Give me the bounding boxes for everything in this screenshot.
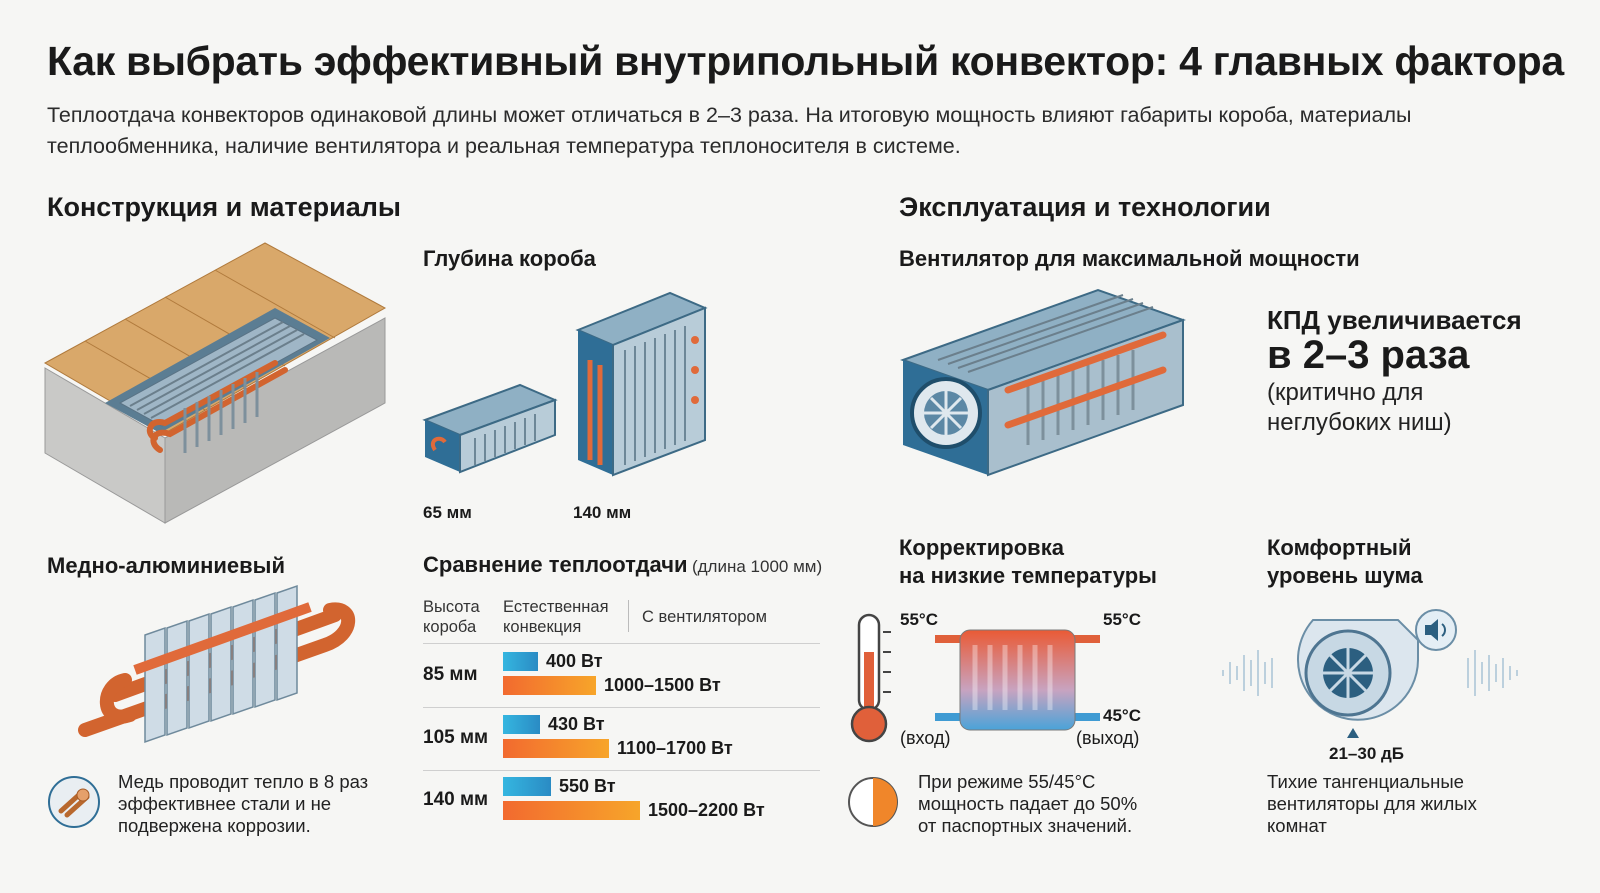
copper-coil-icon [48,776,100,828]
half-circle-icon [848,777,898,827]
lowtemp-note: При режиме 55/45°C мощность падает до 50… [918,771,1138,836]
material-note: Медь проводит тепло в 8 раз эффективнее … [118,771,369,836]
small-box-icon [422,383,558,474]
col-fan-header: С вентилятором [642,608,767,626]
kpd-line3: (критично для неглубоких ниш) [1267,379,1452,436]
comparison-heading-note: (длина 1000 мм) [691,557,823,576]
fan-bar [503,676,596,695]
fan-bar-label: 1000–1500 Вт [604,675,721,695]
material-heading: Медно-алюминиевый [47,553,285,578]
quiet-fan-icon [1222,609,1518,738]
kpd-line1: КПД увеличивается [1267,305,1522,335]
fan-convector-illustration [900,288,1186,477]
noise-heading-2: уровень шума [1267,563,1423,588]
fan-bar-label: 1100–1700 Вт [617,738,733,758]
natural-bar-label: 550 Вт [559,776,616,796]
left-section-heading: Конструкция и материалы [47,192,401,222]
fan-heading: Вентилятор для максимальной мощности [899,246,1360,271]
depth-small-label: 65 мм [423,503,472,522]
col-height-header: Высота короба [423,598,480,636]
row-height-label: 105 мм [423,727,489,748]
comparison-heading-wrap: Сравнение теплоотдачи (длина 1000 мм) [423,552,822,578]
lowtemp-heading-2: на низкие температуры [899,563,1157,588]
temp-in-label: 55°C [900,610,938,629]
depth-large-label: 140 мм [573,503,632,522]
label-in: (вход) [900,728,951,748]
natural-bar [503,715,540,734]
row-height-label: 140 мм [423,789,489,810]
label-out: (выход) [1076,728,1140,748]
table-divider [423,770,820,771]
depth-heading: Глубина короба [423,246,596,271]
page-subtitle: Теплоотдача конвекторов одинаковой длины… [47,103,1412,158]
fan-bar-label: 1500–2200 Вт [648,800,765,820]
natural-bar [503,777,551,796]
kpd-line2: в 2–3 раза [1267,333,1470,377]
temp-out-label: 45°C [1103,706,1141,725]
right-section-heading: Эксплуатация и технологии [899,192,1271,222]
natural-bar-label: 430 Вт [548,714,605,734]
fan-bar [503,739,609,758]
row-height-label: 85 мм [423,664,478,685]
noise-note: Тихие тангенциальные вентиляторы для жил… [1267,771,1477,836]
table-divider-0 [423,643,820,644]
comparison-heading: Сравнение теплоотдачи [423,552,688,577]
heat-exchanger-illustration [78,584,356,744]
table-divider [423,707,820,708]
header-divider [628,600,629,632]
floor-convector-illustration [43,242,387,524]
page-title: Как выбрать эффективный внутрипольный ко… [47,38,1564,84]
fan-bar [503,801,640,820]
radiator-gradient-icon [935,629,1100,731]
temp-topright-label: 55°C [1103,610,1141,629]
noise-db: 21–30 дБ [1329,744,1405,763]
lowtemp-heading-1: Корректировка [899,535,1064,560]
natural-bar-label: 400 Вт [546,651,603,671]
natural-bar [503,652,538,671]
large-box-icon [575,291,708,477]
col-natural-header: Естественная конвекция [503,598,609,636]
thermometer-icon [850,613,891,743]
noise-heading-1: Комфортный [1267,535,1412,560]
